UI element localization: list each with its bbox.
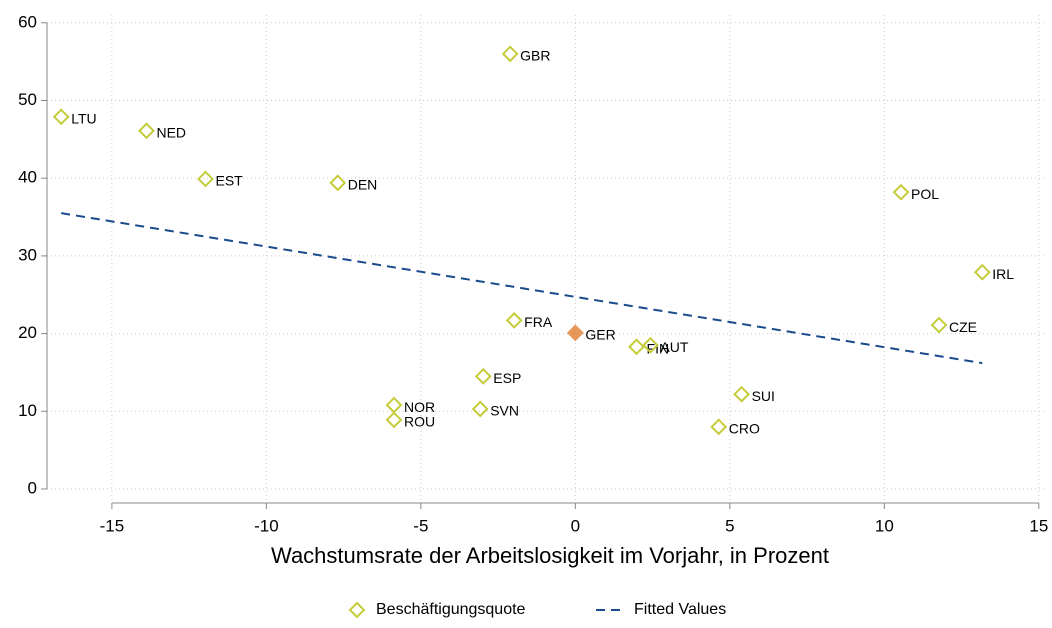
scatter-point [566, 324, 584, 342]
point-label: FIN [647, 341, 670, 357]
scatter-point [385, 396, 403, 414]
x-tick-label: -10 [254, 516, 279, 535]
y-tick-label: 40 [18, 168, 37, 187]
x-axis-label: Wachstumsrate der Arbeitslosigkeit im Vo… [271, 543, 829, 568]
point-label: POL [911, 186, 939, 202]
legend-marker [348, 601, 366, 619]
point-label: SVN [490, 403, 519, 419]
point-label: LTU [71, 110, 96, 126]
legend-label: Beschäftigungsquote [376, 601, 526, 618]
y-tick-label: 20 [18, 323, 37, 342]
x-tick-label: -15 [100, 516, 125, 535]
scatter-point [628, 338, 645, 356]
point-label: CRO [729, 421, 760, 437]
scatter-point [138, 122, 155, 140]
legend-label: Fitted Values [634, 601, 726, 618]
point-label: NOR [404, 399, 435, 415]
scatter-point [52, 108, 70, 126]
point-label: FRA [524, 314, 553, 330]
point-label: AUT [660, 339, 688, 355]
point-label: EST [216, 173, 244, 189]
point-label: GER [585, 327, 615, 343]
point-label: NED [156, 124, 186, 140]
scatter-point [385, 411, 403, 429]
y-tick-label: 30 [18, 245, 37, 264]
point-label: IRL [992, 266, 1014, 282]
y-tick-label: 60 [18, 12, 37, 31]
point-label: ROU [404, 414, 435, 430]
point-label: DEN [348, 177, 378, 193]
point-label: CZE [949, 319, 977, 335]
x-tick-label: 10 [875, 516, 894, 535]
scatter-point [471, 400, 489, 418]
x-tick-label: -5 [413, 516, 428, 535]
scatter-point [892, 183, 910, 201]
y-tick-label: 50 [18, 90, 37, 109]
scatter-point [930, 316, 948, 334]
y-tick-label: 0 [28, 478, 37, 497]
scatter-point [329, 174, 347, 192]
point-label: ESP [493, 370, 521, 386]
point-label: SUI [752, 388, 775, 404]
fitted-line [61, 212, 983, 365]
scatter-point [197, 170, 214, 188]
scatter-point [474, 367, 492, 385]
point-label: GBR [520, 48, 550, 64]
x-tick-label: 15 [1029, 516, 1048, 535]
scatter-point [733, 385, 750, 403]
scatter-point [642, 336, 659, 354]
x-tick-label: 0 [571, 516, 580, 535]
x-tick-label: 5 [725, 516, 734, 535]
scatter-point [710, 418, 728, 436]
y-tick-label: 10 [18, 401, 37, 420]
scatter-point [501, 45, 519, 63]
scatter-point [973, 263, 991, 281]
scatter-point [505, 311, 523, 329]
